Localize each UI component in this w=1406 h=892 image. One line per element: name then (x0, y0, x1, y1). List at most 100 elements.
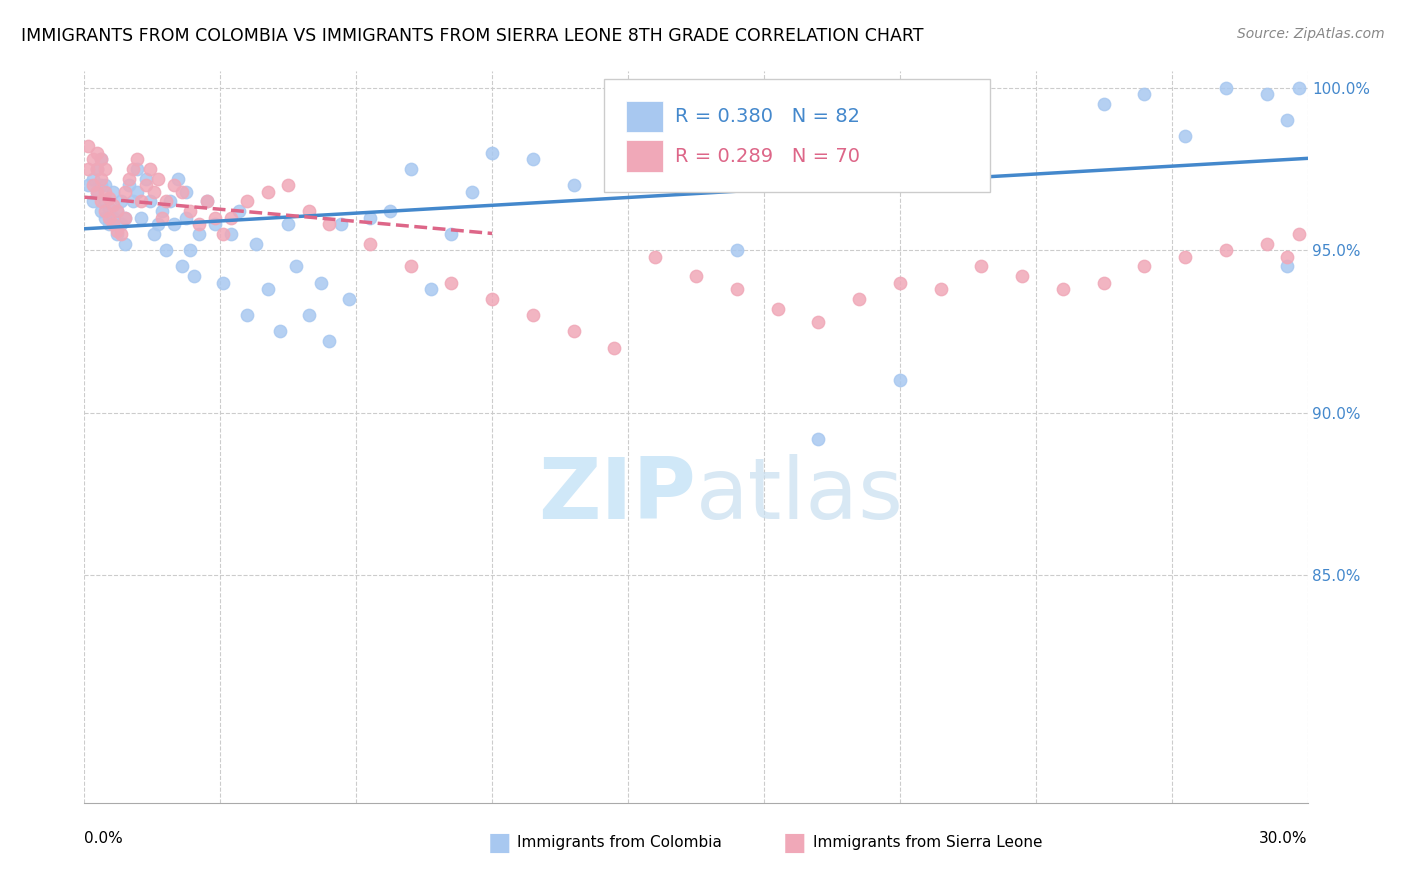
Point (77, 161, 100, 176)
Point (1052, 282, 1074, 296)
Point (929, 282, 952, 296)
Point (90, 204, 112, 219)
Point (257, 185, 280, 199)
Point (114, 236, 136, 251)
Point (93, 185, 117, 199)
Point (135, 171, 157, 186)
Point (1256, 236, 1278, 251)
Point (97, 211, 120, 225)
FancyBboxPatch shape (605, 78, 990, 192)
Text: atlas: atlas (696, 454, 904, 537)
Text: R = 0.289   N = 70: R = 0.289 N = 70 (675, 146, 860, 166)
Point (1277, 113, 1299, 128)
Text: Immigrants from Colombia: Immigrants from Colombia (517, 836, 723, 850)
Point (101, 211, 124, 225)
Point (86, 145, 108, 160)
Text: Source: ZipAtlas.com: Source: ZipAtlas.com (1237, 27, 1385, 41)
Point (644, 250, 666, 264)
Point (86, 161, 108, 176)
Point (114, 185, 136, 199)
Point (298, 308, 321, 322)
Point (101, 197, 124, 211)
Point (461, 185, 484, 199)
Point (172, 260, 194, 274)
Point (848, 292, 870, 306)
Point (212, 276, 235, 290)
Point (1277, 260, 1299, 274)
Point (889, 373, 911, 387)
Point (277, 178, 299, 193)
Point (183, 269, 205, 284)
Point (195, 194, 218, 209)
Point (481, 292, 503, 306)
Text: R = 0.380   N = 82: R = 0.380 N = 82 (675, 107, 860, 126)
Point (127, 161, 149, 176)
Point (93, 204, 117, 219)
Point (1174, 129, 1197, 144)
Bar (626, 140, 664, 171)
Point (90, 171, 112, 186)
Point (118, 178, 141, 193)
Point (440, 276, 463, 290)
Point (82, 171, 104, 186)
Point (114, 211, 136, 225)
Point (766, 113, 789, 128)
Point (562, 178, 585, 193)
Point (970, 161, 993, 176)
Point (685, 269, 707, 284)
Point (155, 194, 177, 209)
Point (90, 152, 112, 166)
Text: ■: ■ (783, 831, 806, 855)
Point (562, 325, 585, 339)
Point (122, 194, 145, 209)
Point (1092, 96, 1115, 111)
Point (122, 161, 145, 176)
Point (82, 194, 104, 209)
Point (204, 217, 226, 231)
Point (522, 308, 544, 322)
Bar (626, 101, 664, 132)
Point (97, 191, 120, 205)
Point (131, 194, 153, 209)
Point (330, 217, 353, 231)
Point (127, 185, 149, 199)
Point (889, 120, 911, 134)
Point (86, 185, 108, 199)
Point (204, 211, 226, 225)
Point (1215, 243, 1237, 257)
Point (481, 145, 503, 160)
Point (150, 211, 173, 225)
Text: ■: ■ (488, 831, 510, 855)
Point (150, 204, 173, 219)
Point (114, 211, 136, 225)
Point (101, 185, 124, 199)
Point (285, 260, 308, 274)
Point (146, 217, 169, 231)
Point (176, 185, 198, 199)
Point (82, 178, 104, 193)
Point (1011, 269, 1033, 284)
Point (118, 171, 141, 186)
Point (142, 227, 165, 241)
Text: Immigrants from Sierra Leone: Immigrants from Sierra Leone (813, 836, 1042, 850)
Point (269, 325, 291, 339)
Point (138, 161, 160, 176)
Point (187, 227, 209, 241)
Point (359, 236, 381, 251)
Point (142, 185, 165, 199)
Point (172, 185, 194, 199)
Point (257, 282, 280, 296)
Point (440, 227, 463, 241)
Point (135, 178, 157, 193)
Point (110, 227, 132, 241)
Point (889, 276, 911, 290)
Point (298, 204, 321, 219)
Point (1133, 87, 1156, 102)
Point (93, 211, 117, 225)
Point (167, 171, 190, 186)
Point (110, 194, 132, 209)
Point (1256, 87, 1278, 102)
Point (766, 301, 789, 316)
Point (105, 227, 128, 241)
Point (90, 178, 112, 193)
